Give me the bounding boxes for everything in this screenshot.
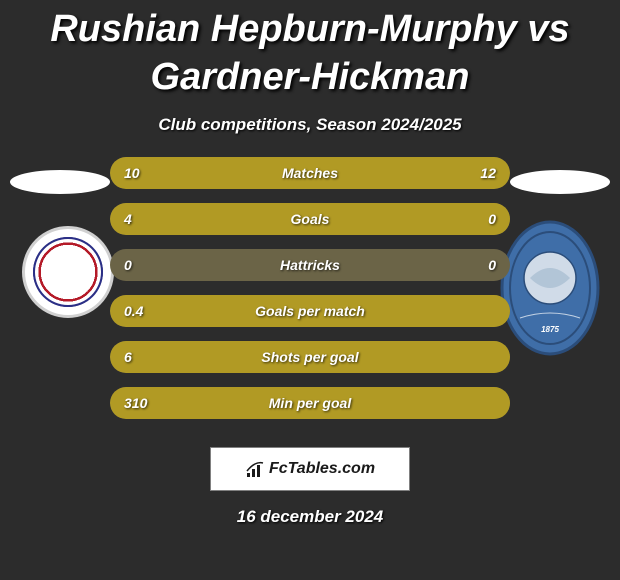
stat-value-left: 6: [124, 341, 132, 373]
stat-value-right: 0: [488, 203, 496, 235]
stat-label: Shots per goal: [110, 341, 510, 373]
stat-row: Hattricks0 0: [110, 249, 510, 281]
fctables-icon: [245, 459, 265, 479]
page-title: Rushian Hepburn-Murphy vs Gardner-Hickma…: [0, 6, 620, 101]
stat-value-right: 0: [488, 249, 496, 281]
stat-value-left: 4: [124, 203, 132, 235]
stat-value-left: 310: [124, 387, 147, 419]
stat-value-left: 0.4: [124, 295, 143, 327]
stat-label: Goals per match: [110, 295, 510, 327]
subtitle: Club competitions, Season 2024/2025: [0, 115, 620, 135]
stat-label: Min per goal: [110, 387, 510, 419]
stat-label: Goals: [110, 203, 510, 235]
stat-value-left: 10: [124, 157, 140, 189]
stat-value-right: 12: [480, 157, 496, 189]
stats-container: Matches1012Goals40Hattricks00Goals per m…: [0, 157, 620, 419]
generated-date: 16 december 2024: [0, 507, 620, 527]
stat-value-left: 0: [124, 249, 132, 281]
stat-row: Goals per match0.4: [110, 295, 510, 327]
stat-label: Matches: [110, 157, 510, 189]
stat-label: Hattricks: [110, 249, 510, 281]
stat-row: Min per goal310: [110, 387, 510, 419]
stat-row: Shots per goal6: [110, 341, 510, 373]
branding-text: FcTables.com: [269, 460, 375, 478]
stat-row: Goals4 0: [110, 203, 510, 235]
branding-badge: FcTables.com: [210, 447, 410, 491]
stat-row: Matches10 12: [110, 157, 510, 189]
